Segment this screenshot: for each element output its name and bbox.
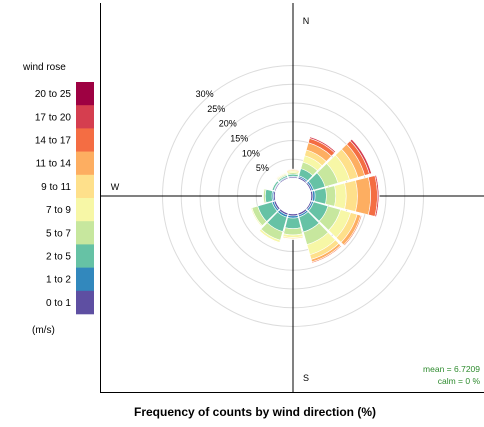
wind-rose-segment (282, 237, 304, 240)
wind-rose-segment (286, 168, 300, 171)
radial-tick-label: 15% (230, 133, 248, 143)
legend-swatch (76, 128, 94, 152)
legend-unit: (m/s) (32, 325, 55, 336)
mean-annotation: mean = 6.7209 (423, 364, 480, 374)
plot-panel: 5% 10% 15% 20% 25% 30% N W S mean = 6.7209 ca… (100, 3, 484, 393)
wind-rose-segment (314, 187, 327, 205)
wind-rose-segment (275, 171, 287, 179)
radial-tick-labels: 5% 10% 15% 20% 25% 30% (196, 89, 269, 173)
wind-rose-segment (284, 217, 302, 229)
radial-tick-label: 20% (219, 119, 237, 129)
legend-swatches (76, 82, 94, 315)
wind-rose-segment (325, 185, 337, 207)
legend-label: 2 to 5 (46, 252, 71, 263)
wind-rose-segment (344, 215, 363, 247)
legend-label: 5 to 7 (46, 228, 71, 239)
legend-swatch (76, 105, 94, 129)
legend-swatch (76, 151, 94, 176)
legend-label: 7 to 9 (46, 205, 71, 216)
wind-rose-segment (283, 227, 303, 236)
legend-swatch (76, 290, 94, 315)
wind-rose-segment (250, 207, 262, 228)
legend-swatch (76, 174, 94, 199)
wind-rose-segment (270, 179, 277, 191)
legend-label: 0 to 1 (46, 298, 71, 309)
legend-labels: 20 to 25 17 to 20 14 to 17 11 to 14 9 to 11 7… (35, 89, 72, 309)
chart-title: Frequency of counts by wind direction (%… (134, 405, 376, 419)
legend-swatch (76, 244, 94, 268)
compass-label-west: W (111, 182, 120, 192)
center-hole (275, 178, 311, 214)
radial-tick-label: 30% (196, 89, 214, 99)
wind-rose-segment (355, 176, 371, 216)
wind-rose-segment (309, 136, 337, 153)
legend-label: 1 to 2 (46, 275, 71, 286)
legend-label: 11 to 14 (36, 159, 72, 170)
compass-axes (100, 3, 484, 392)
legend-swatch (76, 221, 94, 245)
compass-label-south: S (303, 373, 309, 383)
legend: wind rose 20 to 25 17 to 20 14 to 17 11 to … (22, 62, 94, 336)
legend-label: 17 to 20 (35, 112, 72, 123)
wind-rose-segment (344, 180, 358, 212)
wind-rose-segment (258, 230, 280, 244)
radial-tick-label: 10% (242, 148, 260, 158)
wind-rose-segment (375, 174, 380, 218)
wind-rose-segment (264, 188, 273, 204)
wind-rose-segment (334, 182, 347, 210)
direction-wedges (250, 136, 380, 264)
radial-tick-label: 25% (207, 104, 225, 114)
calm-annotation: calm = 0 % (438, 376, 481, 386)
legend-swatch (76, 82, 94, 106)
legend-swatch (76, 267, 94, 292)
legend-label: 20 to 25 (35, 89, 72, 100)
radial-tick-label: 5% (256, 163, 269, 173)
legend-label: 14 to 17 (35, 136, 72, 147)
compass-label-north: N (303, 16, 310, 26)
legend-label: 9 to 11 (41, 182, 71, 193)
legend-title: wind rose (22, 62, 66, 73)
legend-swatch (76, 198, 94, 222)
wind-rose-segment (311, 245, 343, 264)
wind-rose-segment (351, 138, 373, 174)
wind-rose-segment (261, 188, 264, 204)
